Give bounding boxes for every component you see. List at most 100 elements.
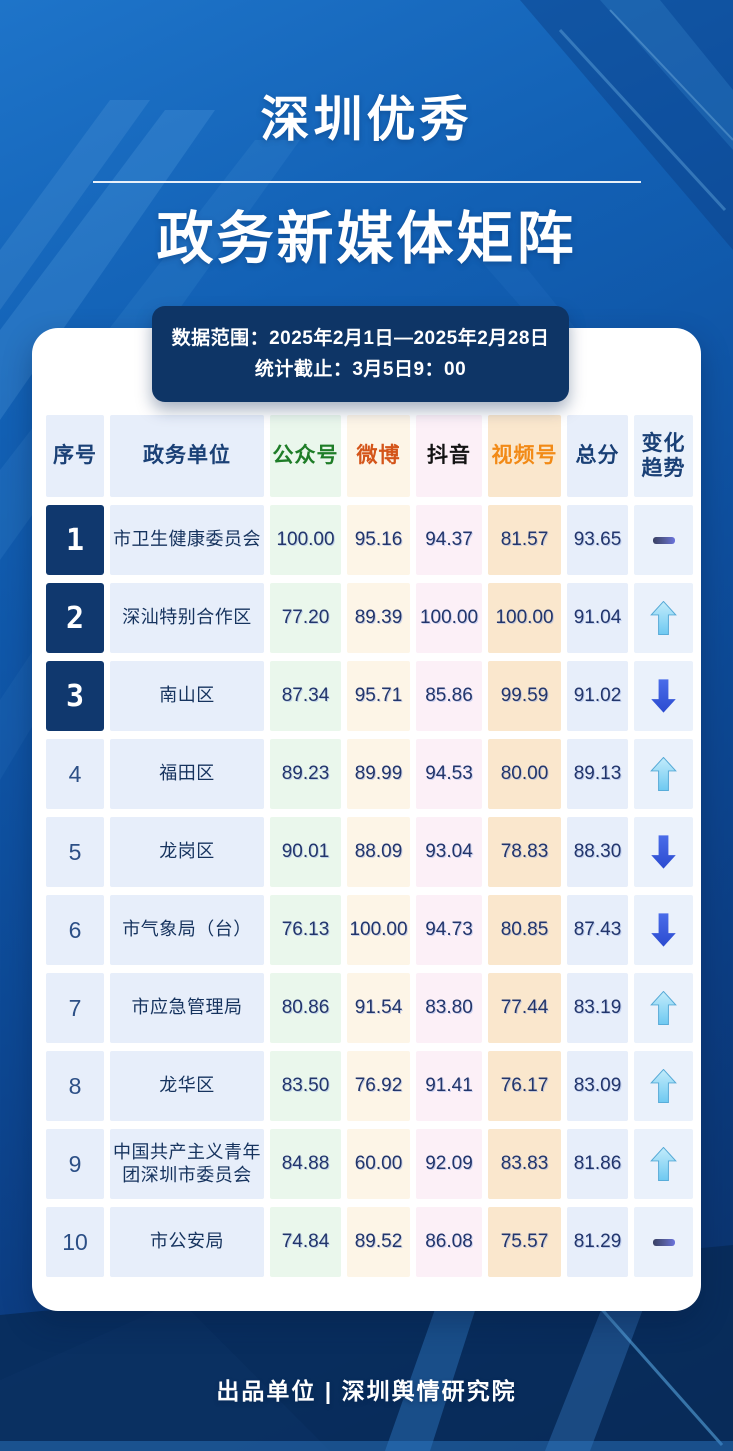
unit-cell: 市卫生健康委员会 — [110, 505, 264, 575]
douyin-score-cell: 100.00 — [416, 583, 482, 653]
trend-cell — [634, 1207, 693, 1277]
trend-down-icon — [651, 679, 676, 713]
gongzhonghao-score-cell: 84.88 — [270, 1129, 341, 1199]
rank-cell: 4 — [46, 739, 104, 809]
weibo-score-cell: 91.54 — [347, 973, 410, 1043]
douyin-score-cell: 94.53 — [416, 739, 482, 809]
weibo-score-cell: 95.71 — [347, 661, 410, 731]
weibo-score-cell: 60.00 — [347, 1129, 410, 1199]
title-line2: 政务新媒体矩阵 — [156, 207, 577, 271]
gongzhonghao-score-cell: 77.20 — [270, 583, 341, 653]
rank-cell: 5 — [46, 817, 104, 887]
title-block: 深圳优秀 政务新媒体矩阵 — [0, 96, 733, 268]
total-score-cell: 93.65 — [567, 505, 628, 575]
trend-cell — [634, 817, 693, 887]
trend-cell — [634, 661, 693, 731]
trend-up-icon — [650, 1069, 677, 1103]
ranking-table: 序号 政务单位 公众号 微博 抖音 视频号 总分 变化趋势 1 市卫生健康委员会… — [46, 415, 693, 1277]
shipinhao-score-cell: 80.00 — [488, 739, 561, 809]
gongzhonghao-score-cell: 74.84 — [270, 1207, 341, 1277]
rank-cell: 9 — [46, 1129, 104, 1199]
trend-cell — [634, 583, 693, 653]
gongzhonghao-score-cell: 76.13 — [270, 895, 341, 965]
trend-up-icon — [650, 757, 677, 791]
trend-cell — [634, 1051, 693, 1121]
shipinhao-score-cell: 78.83 — [488, 817, 561, 887]
douyin-score-cell: 86.08 — [416, 1207, 482, 1277]
douyin-score-cell: 92.09 — [416, 1129, 482, 1199]
rank-cell: 6 — [46, 895, 104, 965]
douyin-score-cell: 91.41 — [416, 1051, 482, 1121]
unit-cell: 南山区 — [110, 661, 264, 731]
shipinhao-score-cell: 81.57 — [488, 505, 561, 575]
header-douyin: 抖音 — [416, 415, 482, 497]
header-unit: 政务单位 — [110, 415, 264, 497]
douyin-score-cell: 93.04 — [416, 817, 482, 887]
trend-down-icon — [651, 835, 676, 869]
header-rank: 序号 — [46, 415, 104, 497]
total-score-cell: 81.86 — [567, 1129, 628, 1199]
total-score-cell: 83.19 — [567, 973, 628, 1043]
rank-cell: 2 — [46, 583, 104, 653]
footer-credit: 出品单位 | 深圳舆情研究院 — [216, 1378, 517, 1404]
total-score-cell: 83.09 — [567, 1051, 628, 1121]
total-score-cell: 81.29 — [567, 1207, 628, 1277]
data-range-text: 数据范围：2025年2月1日—2025年2月28日 — [171, 327, 550, 349]
total-score-cell: 88.30 — [567, 817, 628, 887]
gongzhonghao-score-cell: 90.01 — [270, 817, 341, 887]
trend-down-icon — [651, 913, 676, 947]
weibo-score-cell: 89.99 — [347, 739, 410, 809]
weibo-score-cell: 95.16 — [347, 505, 410, 575]
title-divider — [92, 181, 641, 183]
header-shipinhao: 视频号 — [488, 415, 561, 497]
gongzhonghao-score-cell: 83.50 — [270, 1051, 341, 1121]
header-trend: 变化趋势 — [634, 415, 693, 497]
unit-cell: 市气象局（台） — [110, 895, 264, 965]
weibo-score-cell: 89.39 — [347, 583, 410, 653]
header-gongzhonghao: 公众号 — [270, 415, 341, 497]
rank-cell: 3 — [46, 661, 104, 731]
trend-up-icon — [650, 991, 677, 1025]
douyin-score-cell: 85.86 — [416, 661, 482, 731]
unit-cell: 市公安局 — [110, 1207, 264, 1277]
unit-cell: 市应急管理局 — [110, 973, 264, 1043]
unit-cell: 龙华区 — [110, 1051, 264, 1121]
trend-cell — [634, 973, 693, 1043]
shipinhao-score-cell: 80.85 — [488, 895, 561, 965]
trend-flat-icon — [652, 1238, 675, 1246]
douyin-score-cell: 94.73 — [416, 895, 482, 965]
unit-cell: 福田区 — [110, 739, 264, 809]
unit-cell: 中国共产主义青年团深圳市委员会 — [110, 1129, 264, 1199]
gongzhonghao-score-cell: 100.00 — [270, 505, 341, 575]
total-score-cell: 87.43 — [567, 895, 628, 965]
shipinhao-score-cell: 100.00 — [488, 583, 561, 653]
gongzhonghao-score-cell: 87.34 — [270, 661, 341, 731]
douyin-score-cell: 94.37 — [416, 505, 482, 575]
rank-cell: 1 — [46, 505, 104, 575]
weibo-score-cell: 89.52 — [347, 1207, 410, 1277]
ranking-card: 序号 政务单位 公众号 微博 抖音 视频号 总分 变化趋势 1 市卫生健康委员会… — [32, 328, 701, 1311]
trend-cell — [634, 505, 693, 575]
trend-cell — [634, 739, 693, 809]
weibo-score-cell: 100.00 — [347, 895, 410, 965]
date-range-banner: 数据范围：2025年2月1日—2025年2月28日 统计截止：3月5日9：00 — [152, 306, 569, 402]
stat-cutoff-text: 统计截止：3月5日9：00 — [254, 359, 467, 380]
unit-cell: 龙岗区 — [110, 817, 264, 887]
shipinhao-score-cell: 99.59 — [488, 661, 561, 731]
rank-cell: 8 — [46, 1051, 104, 1121]
header-total: 总分 — [567, 415, 628, 497]
douyin-score-cell: 83.80 — [416, 973, 482, 1043]
trend-up-icon — [650, 601, 677, 635]
shipinhao-score-cell: 75.57 — [488, 1207, 561, 1277]
trend-flat-icon — [652, 536, 675, 544]
gongzhonghao-score-cell: 80.86 — [270, 973, 341, 1043]
title-line1: 深圳优秀 — [260, 93, 473, 147]
total-score-cell: 89.13 — [567, 739, 628, 809]
total-score-cell: 91.04 — [567, 583, 628, 653]
weibo-score-cell: 88.09 — [347, 817, 410, 887]
gongzhonghao-score-cell: 89.23 — [270, 739, 341, 809]
trend-cell — [634, 895, 693, 965]
shipinhao-score-cell: 83.83 — [488, 1129, 561, 1199]
trend-cell — [634, 1129, 693, 1199]
